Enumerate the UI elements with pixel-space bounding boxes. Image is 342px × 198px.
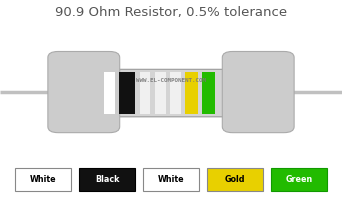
Bar xyxy=(104,72,115,114)
Text: 90.9 Ohm Resistor, 0.5% tolerance: 90.9 Ohm Resistor, 0.5% tolerance xyxy=(55,6,287,19)
Bar xyxy=(271,168,327,191)
Bar xyxy=(207,168,263,191)
Text: Green: Green xyxy=(285,175,313,184)
Text: Black: Black xyxy=(95,175,119,184)
Text: Gold: Gold xyxy=(225,175,245,184)
Bar xyxy=(79,168,135,191)
Bar xyxy=(15,168,71,191)
Bar xyxy=(155,72,166,114)
Text: White: White xyxy=(30,175,56,184)
Bar xyxy=(119,72,135,114)
Bar xyxy=(143,168,199,191)
Bar xyxy=(170,72,181,114)
FancyBboxPatch shape xyxy=(74,69,268,117)
Bar xyxy=(140,72,150,114)
FancyBboxPatch shape xyxy=(48,51,120,133)
FancyBboxPatch shape xyxy=(222,51,294,133)
Text: White: White xyxy=(158,175,184,184)
Bar xyxy=(202,72,215,114)
Text: WWW.EL-COMPONENT.COM: WWW.EL-COMPONENT.COM xyxy=(136,78,206,83)
Bar xyxy=(185,72,198,114)
